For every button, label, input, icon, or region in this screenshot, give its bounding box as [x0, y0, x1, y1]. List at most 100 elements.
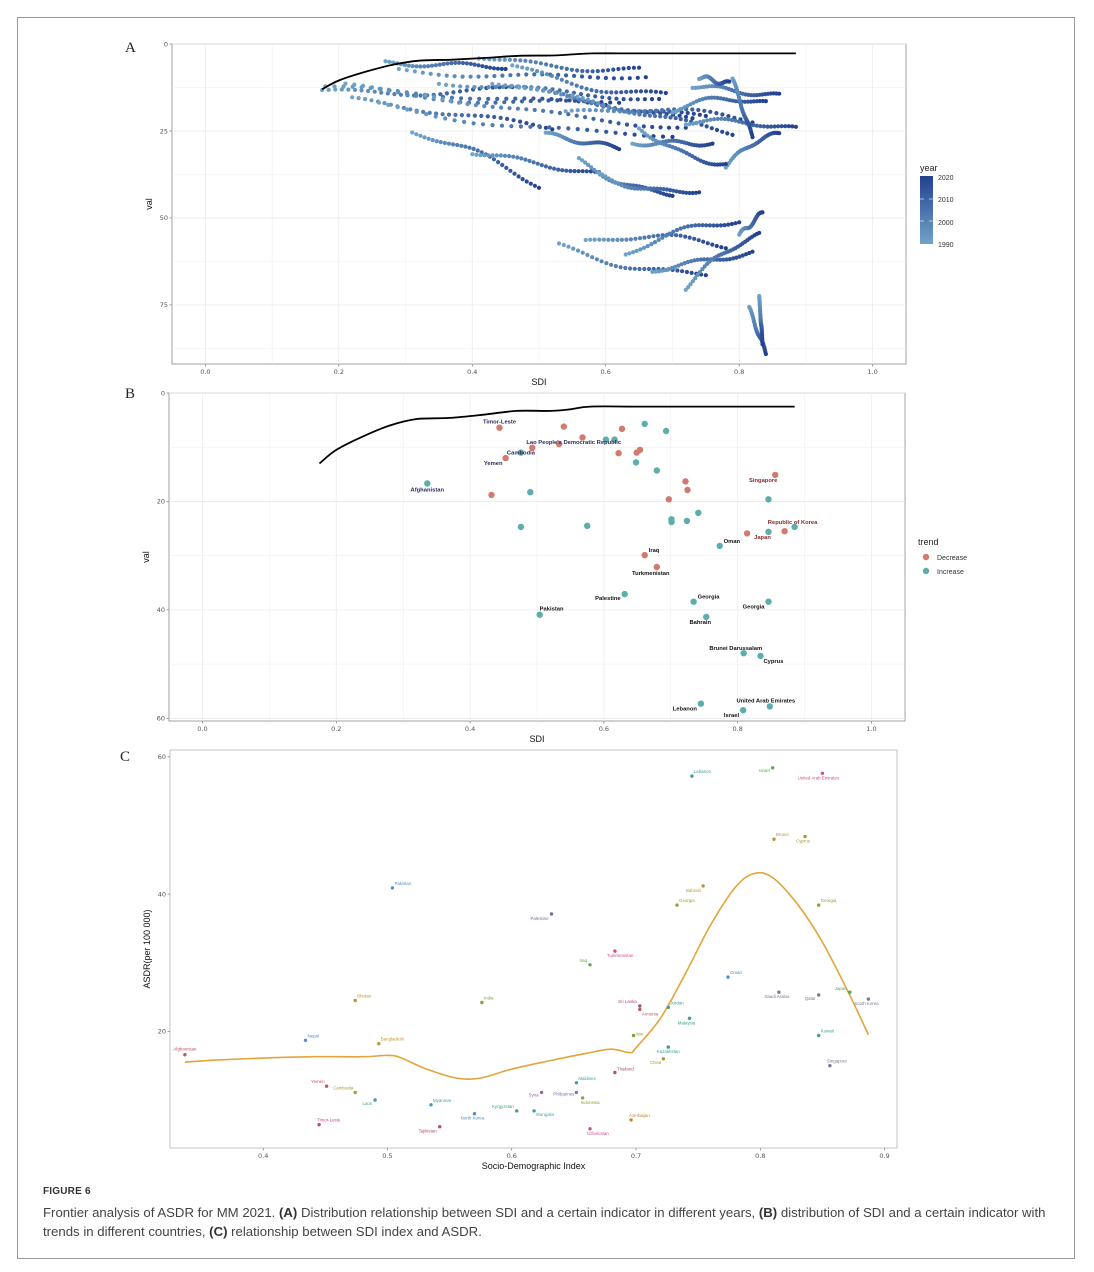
year-point: [777, 131, 782, 136]
year-point: [433, 114, 438, 119]
year-point: [583, 237, 588, 243]
year-point: [733, 118, 738, 123]
year-point: [737, 119, 742, 124]
year-point: [697, 112, 702, 117]
year-point: [443, 82, 449, 87]
year-point: [576, 169, 581, 174]
year-point: [614, 96, 619, 101]
year-point: [518, 119, 523, 124]
year-point: [547, 165, 553, 170]
year-point: [626, 185, 631, 190]
country-label: Turkmenistan: [607, 953, 634, 958]
year-point: [563, 109, 568, 114]
year-point: [719, 116, 724, 121]
increase-point: [527, 489, 534, 496]
decrease-point: [502, 454, 509, 462]
year-point: [604, 261, 609, 266]
year-point: [783, 124, 788, 129]
country-label: South Korea: [854, 1001, 879, 1006]
year-point: [567, 98, 572, 103]
country-point: [613, 1070, 617, 1075]
country-label: Philippines: [553, 1091, 575, 1096]
year-point: [683, 122, 688, 127]
year-point: [600, 95, 605, 100]
year-point: [635, 97, 640, 102]
year-point: [727, 257, 733, 262]
year-point: [437, 62, 442, 67]
year-point: [692, 236, 697, 241]
decrease-point: [665, 496, 672, 503]
year-point: [564, 79, 569, 84]
country-point: [661, 1057, 666, 1061]
year-point: [629, 89, 634, 94]
year-point: [673, 116, 678, 121]
year-point: [406, 63, 411, 68]
year-point: [616, 181, 621, 186]
country-point: [701, 884, 705, 888]
year-point: [555, 98, 560, 103]
year-point: [566, 126, 571, 131]
x-tick-label: 0.6: [599, 725, 609, 733]
country-point: [817, 903, 821, 907]
year-point: [629, 109, 635, 114]
year-point: [714, 127, 720, 133]
country-point: [629, 1118, 633, 1122]
year-point: [643, 75, 648, 80]
year-point: [617, 147, 622, 152]
year-point: [697, 269, 703, 275]
country-point: [828, 1064, 832, 1068]
year-point: [647, 113, 653, 118]
year-point: [641, 124, 646, 129]
year-point: [696, 238, 701, 243]
year-point: [656, 269, 662, 274]
year-point: [332, 84, 337, 89]
year-point: [438, 92, 443, 97]
year-point: [536, 185, 542, 190]
year-point: [722, 116, 728, 122]
year-point: [423, 93, 428, 98]
year-point: [701, 119, 706, 124]
country-label: Sri Lanka: [618, 999, 637, 1004]
year-point: [502, 100, 507, 105]
panel-a-ticks: 0.0 0.2 0.4 0.6 0.8 1.0 0 25 50 75: [160, 40, 878, 376]
year-point: [559, 92, 564, 97]
year-point: [693, 223, 698, 228]
year-point: [690, 107, 695, 112]
country-label: Georgia: [679, 898, 695, 903]
year-point: [601, 103, 606, 108]
year-point: [438, 140, 443, 145]
year-point: [757, 230, 762, 235]
panel-c: C 0.4 0.5 0.6 0.7 0.8 0.9 20 40 60 Afghanistan Ne…: [120, 749, 898, 1171]
year-point: [396, 66, 401, 72]
year-point: [677, 189, 682, 194]
year-point: [587, 108, 592, 113]
year-point: [642, 235, 647, 240]
year-point: [737, 220, 742, 225]
year-point: [414, 93, 419, 98]
x-tick-label: 0.6: [601, 368, 611, 376]
country-label: Cambodia: [507, 451, 536, 457]
year-point: [641, 245, 647, 250]
year-point: [383, 59, 388, 64]
panel-a-letter: A: [125, 40, 136, 56]
year-point: [599, 259, 604, 264]
year-point: [352, 87, 358, 92]
year-point: [459, 96, 464, 101]
year-point: [610, 237, 615, 242]
year-point: [790, 124, 795, 129]
year-point: [685, 110, 690, 116]
year-point: [518, 124, 524, 129]
legend-decrease-marker: [922, 553, 930, 561]
year-point: [547, 89, 552, 94]
year-point: [518, 58, 523, 63]
year-point: [424, 112, 429, 117]
year-point: [672, 264, 678, 269]
country-point: [771, 766, 775, 770]
year-point: [502, 153, 508, 158]
year-point: [410, 64, 415, 69]
y-tick-label: 50: [160, 214, 168, 222]
panel-c-fit-curve: [184, 871, 870, 1080]
year-point: [546, 98, 551, 103]
year-point: [444, 73, 449, 78]
year-point: [751, 99, 756, 104]
